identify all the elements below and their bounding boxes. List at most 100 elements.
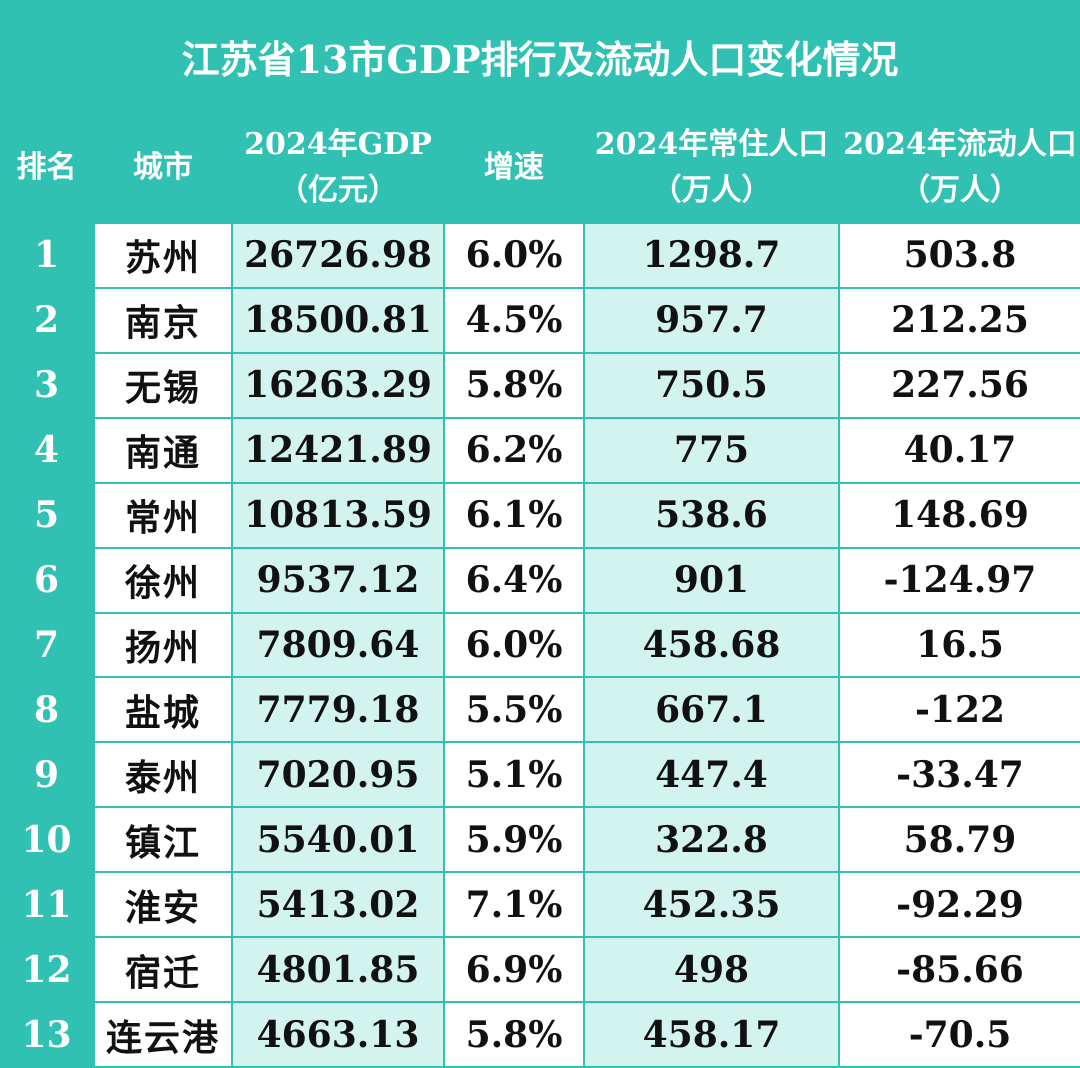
header-gdp: 2024年GDP （亿元） (233, 112, 443, 224)
cell-growth: 6.4% (445, 548, 583, 612)
cell-gdp: 4801.85 (233, 938, 443, 1002)
cell-resident: 322.8 (585, 808, 838, 872)
header-city: 城市 (95, 112, 231, 224)
header-floating-line-2: （万人） (900, 173, 1020, 208)
table-row: 7 扬州 7809.64 6.0% 458.68 16.5 (0, 613, 1080, 679)
cell-gdp: 5413.02 (233, 873, 443, 937)
cell-rank: 7 (0, 613, 93, 677)
cell-growth: 5.1% (445, 743, 583, 807)
cell-floating: -85.66 (840, 938, 1080, 1002)
cell-gdp: 12421.89 (233, 418, 443, 482)
cell-growth: 6.0% (445, 224, 583, 287)
cell-growth: 6.0% (445, 613, 583, 677)
cell-floating: 40.17 (840, 418, 1080, 482)
cell-city: 常州 (95, 483, 231, 547)
header-row: 排名 城市 2024年GDP （亿元） 增速 2024年常住人口 （万人） 2024年流动人口… (0, 112, 1080, 224)
header-growth: 增速 (445, 112, 583, 224)
cell-city: 苏州 (95, 224, 231, 287)
cell-growth: 6.2% (445, 418, 583, 482)
cell-rank: 2 (0, 288, 93, 352)
header-city-line-1: 城市 (133, 149, 193, 185)
cell-city: 扬州 (95, 613, 231, 677)
header-gdp-line-1: 2024年GDP (244, 126, 432, 162)
table-row: 8 盐城 7779.18 5.5% 667.1 -122 (0, 678, 1080, 743)
table-row: 13 连云港 4663.13 5.8% 458.17 -70.5 (0, 1003, 1080, 1068)
cell-resident: 1298.7 (585, 224, 838, 287)
table-row: 11 淮安 5413.02 7.1% 452.35 -92.29 (0, 873, 1080, 938)
table-row: 1 苏州 26726.98 6.0% 1298.7 503.8 (0, 224, 1080, 289)
cell-gdp: 7779.18 (233, 678, 443, 742)
table-row: 5 常州 10813.59 6.1% 538.6 148.69 (0, 483, 1080, 549)
cell-floating: 212.25 (840, 288, 1080, 352)
table-title: 江苏省13市GDP排行及流动人口变化情况 (181, 36, 899, 82)
cell-growth: 6.9% (445, 938, 583, 1002)
cell-gdp: 4663.13 (233, 1003, 443, 1066)
cell-resident: 447.4 (585, 743, 838, 807)
cell-resident: 957.7 (585, 288, 838, 352)
cell-city: 南通 (95, 418, 231, 482)
cell-city: 淮安 (95, 873, 231, 937)
header-floating-line-1: 2024年流动人口 (843, 126, 1077, 162)
cell-rank: 4 (0, 418, 93, 482)
cell-floating: 148.69 (840, 483, 1080, 547)
header-floating: 2024年流动人口 （万人） (840, 112, 1080, 224)
cell-floating: -124.97 (840, 548, 1080, 612)
cell-gdp: 5540.01 (233, 808, 443, 872)
cell-resident: 458.68 (585, 613, 838, 677)
cell-rank: 10 (0, 808, 93, 872)
cell-resident: 775 (585, 418, 838, 482)
cell-growth: 5.9% (445, 808, 583, 872)
cell-rank: 1 (0, 224, 93, 287)
cell-rank: 6 (0, 548, 93, 612)
header-growth-line-1: 增速 (484, 149, 544, 185)
cell-floating: -33.47 (840, 743, 1080, 807)
cell-gdp: 10813.59 (233, 483, 443, 547)
cell-floating: 16.5 (840, 613, 1080, 677)
cell-growth: 5.5% (445, 678, 583, 742)
cell-gdp: 16263.29 (233, 353, 443, 417)
cell-city: 宿迁 (95, 938, 231, 1002)
cell-growth: 5.8% (445, 353, 583, 417)
header-gdp-line-2: （亿元） (278, 173, 398, 208)
cell-floating: 503.8 (840, 224, 1080, 287)
cell-resident: 667.1 (585, 678, 838, 742)
cell-city: 徐州 (95, 548, 231, 612)
cell-rank: 8 (0, 678, 93, 742)
cell-gdp: 7809.64 (233, 613, 443, 677)
header-resident-line-1: 2024年常住人口 (594, 126, 829, 162)
table-row: 12 宿迁 4801.85 6.9% 498 -85.66 (0, 938, 1080, 1003)
cell-growth: 7.1% (445, 873, 583, 937)
cell-gdp: 26726.98 (233, 224, 443, 287)
cell-floating: 58.79 (840, 808, 1080, 872)
table-row: 3 无锡 16263.29 5.8% 750.5 227.56 (0, 353, 1080, 419)
cell-city: 盐城 (95, 678, 231, 742)
cell-city: 镇江 (95, 808, 231, 872)
table-row: 6 徐州 9537.12 6.4% 901 -124.97 (0, 548, 1080, 614)
table-body: 1 苏州 26726.98 6.0% 1298.7 503.8 2 南京 18500.81 4.5… (0, 224, 1080, 1068)
cell-resident: 452.35 (585, 873, 838, 937)
cell-rank: 12 (0, 938, 93, 1002)
header-resident: 2024年常住人口 （万人） (585, 112, 838, 224)
table-row: 10 镇江 5540.01 5.9% 322.8 58.79 (0, 808, 1080, 873)
cell-rank: 3 (0, 353, 93, 417)
cell-gdp: 18500.81 (233, 288, 443, 352)
cell-resident: 498 (585, 938, 838, 1002)
cell-gdp: 7020.95 (233, 743, 443, 807)
cell-growth: 4.5% (445, 288, 583, 352)
cell-city: 无锡 (95, 353, 231, 417)
cell-resident: 458.17 (585, 1003, 838, 1066)
cell-city: 南京 (95, 288, 231, 352)
cell-resident: 750.5 (585, 353, 838, 417)
cell-floating: -92.29 (840, 873, 1080, 937)
cell-rank: 9 (0, 743, 93, 807)
table-row: 4 南通 12421.89 6.2% 775 40.17 (0, 418, 1080, 484)
cell-resident: 901 (585, 548, 838, 612)
cell-rank: 13 (0, 1003, 93, 1066)
cell-floating: 227.56 (840, 353, 1080, 417)
cell-city: 连云港 (95, 1003, 231, 1066)
header-rank: 排名 (0, 112, 93, 224)
cell-floating: -70.5 (840, 1003, 1080, 1066)
cell-growth: 6.1% (445, 483, 583, 547)
header-resident-line-2: （万人） (651, 173, 772, 208)
cell-gdp: 9537.12 (233, 548, 443, 612)
